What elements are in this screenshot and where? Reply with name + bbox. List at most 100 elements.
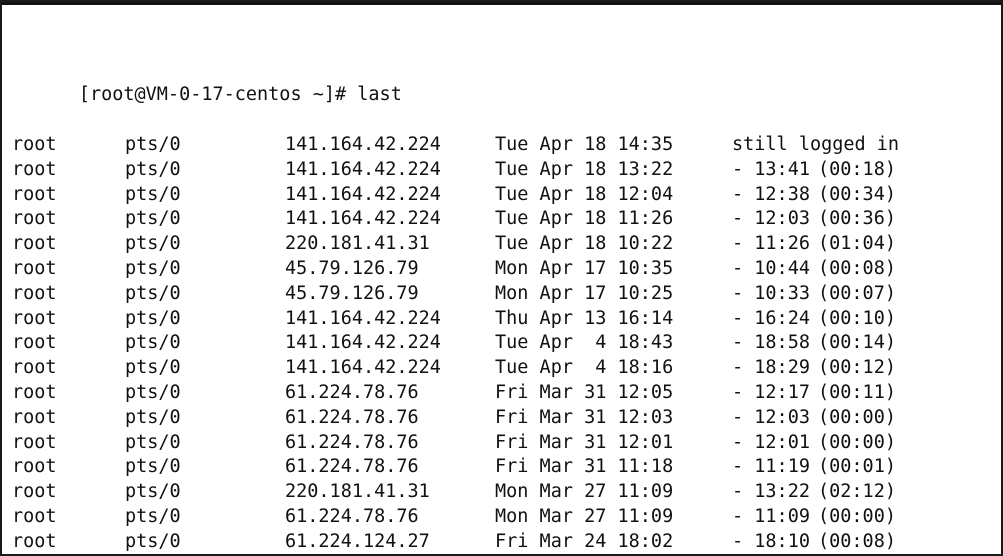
login-host: 61.224.124.27 (285, 530, 430, 552)
login-duration: (00:14) (818, 332, 896, 354)
login-end: - 18:58 (732, 332, 810, 354)
login-start: Fri Mar 31 12:01 (495, 431, 674, 453)
login-user: root (12, 332, 57, 354)
login-end: - 12:03 (732, 208, 810, 230)
login-tty: pts/0 (125, 257, 181, 279)
login-user: root (12, 307, 57, 329)
login-start: Tue Apr 18 12:04 (495, 183, 674, 205)
login-tty: pts/0 (125, 282, 181, 304)
login-record-row: root pts/0 61.224.124.27 Fri Mar 24 18:02 - … (12, 530, 995, 554)
login-start: Thu Apr 13 16:14 (495, 307, 674, 329)
last-output: root pts/0 141.164.42.224 Tue Apr 18 14:35 s… (12, 133, 995, 554)
login-start: Tue Apr 18 11:26 (495, 208, 674, 230)
login-start: Mon Mar 27 11:09 (495, 505, 674, 527)
login-record-row: root pts/0 141.164.42.224 Tue Apr 18 13:22 -… (12, 158, 995, 183)
login-tty: pts/0 (125, 530, 181, 552)
login-start: Fri Mar 31 12:03 (495, 406, 674, 428)
login-end: - 10:44 (732, 257, 810, 279)
login-start: Fri Mar 31 12:05 (495, 381, 674, 403)
login-start: Mon Apr 17 10:25 (495, 282, 674, 304)
login-user: root (12, 233, 57, 255)
login-start: Tue Apr 4 18:16 (495, 357, 674, 379)
login-host: 61.224.78.76 (285, 505, 419, 527)
login-end: - 11:09 (732, 505, 810, 527)
login-duration: (00:12) (818, 357, 896, 379)
login-duration: (00:10) (818, 307, 896, 329)
login-host: 45.79.126.79 (285, 282, 419, 304)
login-end: - 12:01 (732, 431, 810, 453)
login-host: 141.164.42.224 (285, 133, 441, 155)
login-host: 220.181.41.31 (285, 481, 430, 503)
command-prompt-line: [root@VM-0-17-centos ~]# last (12, 59, 995, 105)
command-prompt: [root@VM-0-17-centos ~]# last (78, 84, 402, 106)
login-user: root (12, 133, 57, 155)
login-duration: (00:00) (818, 431, 896, 453)
login-record-row: root pts/0 61.224.78.76 Fri Mar 31 11:18 - 1… (12, 455, 995, 480)
login-duration: (01:04) (818, 233, 896, 255)
login-start: Tue Apr 18 14:35 (495, 133, 674, 155)
login-host: 220.181.41.31 (285, 233, 430, 255)
login-tty: pts/0 (125, 456, 181, 478)
login-end: - 12:17 (732, 381, 810, 403)
login-end: - 12:03 (732, 406, 810, 428)
login-duration: (02:12) (818, 481, 896, 503)
login-tty: pts/0 (125, 406, 181, 428)
login-host: 61.224.78.76 (285, 456, 419, 478)
login-user: root (12, 257, 57, 279)
login-start: Mon Mar 27 11:09 (495, 481, 674, 503)
login-user: root (12, 431, 57, 453)
login-user: root (12, 456, 57, 478)
login-host: 45.79.126.79 (285, 257, 419, 279)
login-start: Fri Mar 31 11:18 (495, 456, 674, 478)
login-end: - 12:38 (732, 183, 810, 205)
login-user: root (12, 208, 57, 230)
login-duration: (00:08) (818, 530, 896, 552)
login-tty: pts/0 (125, 233, 181, 255)
login-end: - 18:10 (732, 530, 810, 552)
login-end: - 11:19 (732, 456, 810, 478)
login-record-row: root pts/0 141.164.42.224 Tue Apr 18 14:35 s… (12, 133, 995, 158)
login-record-row: root pts/0 220.181.41.31 Tue Apr 18 10:22 - … (12, 232, 995, 257)
login-duration: (00:18) (818, 158, 896, 180)
terminal-screen[interactable]: [root@VM-0-17-centos ~]# last root pts/0 1… (12, 9, 995, 554)
login-end: - 18:29 (732, 357, 810, 379)
login-duration: (00:01) (818, 456, 896, 478)
login-tty: pts/0 (125, 208, 181, 230)
login-duration: (00:07) (818, 282, 896, 304)
login-user: root (12, 381, 57, 403)
login-host: 61.224.78.76 (285, 381, 419, 403)
login-tty: pts/0 (125, 481, 181, 503)
login-duration: (00:00) (818, 406, 896, 428)
login-user: root (12, 282, 57, 304)
login-user: root (12, 530, 57, 552)
login-end: - 13:22 (732, 481, 810, 503)
login-record-row: root pts/0 61.224.78.76 Mon Mar 27 11:09 - 1… (12, 505, 995, 530)
login-status: still logged in (732, 133, 900, 155)
login-start: Tue Apr 18 10:22 (495, 233, 674, 255)
login-host: 141.164.42.224 (285, 158, 441, 180)
login-duration: (00:34) (818, 183, 896, 205)
login-duration: (00:08) (818, 257, 896, 279)
login-record-row: root pts/0 61.224.78.76 Fri Mar 31 12:03 - 1… (12, 406, 995, 431)
login-tty: pts/0 (125, 505, 181, 527)
login-user: root (12, 183, 57, 205)
login-end: - 16:24 (732, 307, 810, 329)
login-user: root (12, 158, 57, 180)
login-tty: pts/0 (125, 381, 181, 403)
login-record-row: root pts/0 61.224.78.76 Fri Mar 31 12:05 - 1… (12, 381, 995, 406)
login-tty: pts/0 (125, 158, 181, 180)
login-record-row: root pts/0 141.164.42.224 Tue Apr 18 12:04 -… (12, 183, 995, 208)
login-host: 141.164.42.224 (285, 208, 441, 230)
login-record-row: root pts/0 141.164.42.224 Thu Apr 13 16:14 -… (12, 307, 995, 332)
login-start: Tue Apr 4 18:43 (495, 332, 674, 354)
login-start: Mon Apr 17 10:35 (495, 257, 674, 279)
login-user: root (12, 505, 57, 527)
login-tty: pts/0 (125, 133, 181, 155)
login-host: 141.164.42.224 (285, 183, 441, 205)
login-duration: (00:00) (818, 505, 896, 527)
login-tty: pts/0 (125, 332, 181, 354)
login-record-row: root pts/0 141.164.42.224 Tue Apr 18 11:26 -… (12, 207, 995, 232)
login-host: 141.164.42.224 (285, 307, 441, 329)
login-host: 141.164.42.224 (285, 357, 441, 379)
